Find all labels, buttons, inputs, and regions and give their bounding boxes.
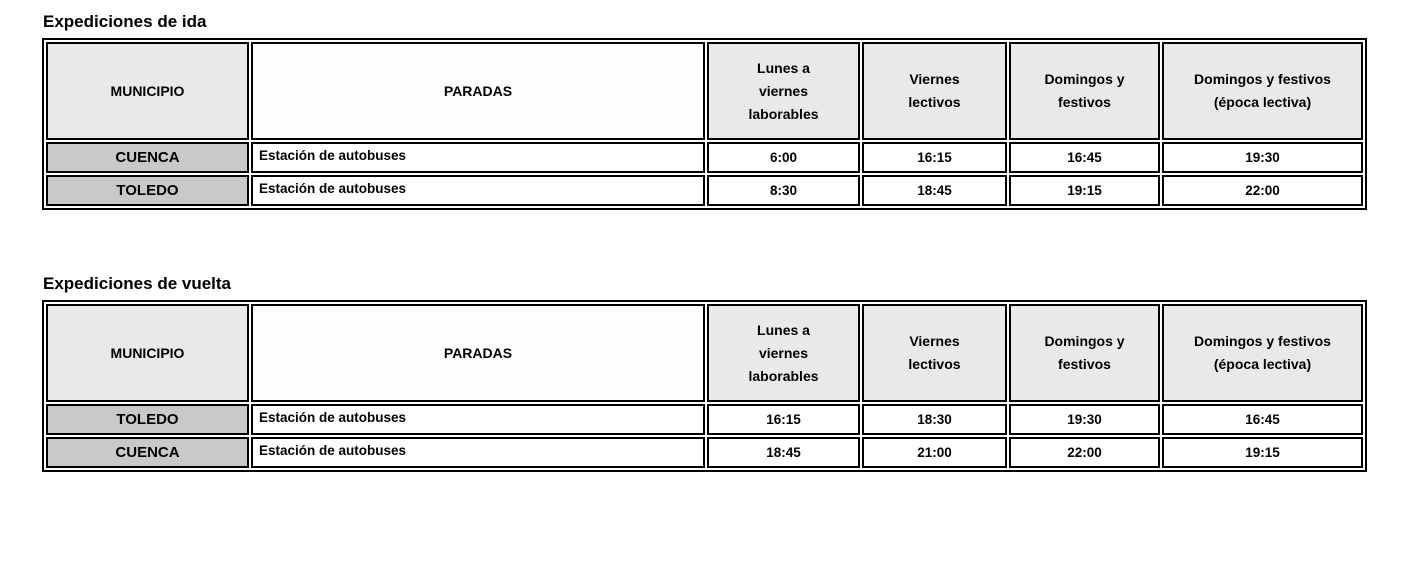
time-cell: 8:30 bbox=[707, 175, 860, 206]
column-header-domingos-festivos-epoca: Domingos y festivos (época lectiva) bbox=[1162, 304, 1363, 402]
time-cell: 16:15 bbox=[707, 404, 860, 435]
time-cell: 19:30 bbox=[1009, 404, 1160, 435]
column-header-domingos-festivos-epoca: Domingos y festivos (época lectiva) bbox=[1162, 42, 1363, 140]
vuelta-timetable: MUNICIPIO PARADAS Lunes a viernes labora… bbox=[42, 300, 1367, 472]
time-cell: 6:00 bbox=[707, 142, 860, 173]
column-header-domingos-festivos: Domingos y festivos bbox=[1009, 42, 1160, 140]
column-header-viernes-lectivos: Viernes lectivos bbox=[862, 42, 1007, 140]
column-header-municipio: MUNICIPIO bbox=[46, 304, 249, 402]
table-row: CUENCA Estación de autobuses 6:00 16:15 … bbox=[46, 142, 1363, 173]
parada-cell: Estación de autobuses bbox=[251, 404, 705, 435]
time-cell: 19:30 bbox=[1162, 142, 1363, 173]
column-header-domingos-festivos: Domingos y festivos bbox=[1009, 304, 1160, 402]
parada-cell: Estación de autobuses bbox=[251, 175, 705, 206]
vuelta-section: Expediciones de vuelta MUNICIPIO PARADAS… bbox=[42, 274, 1414, 472]
column-header-paradas: PARADAS bbox=[251, 42, 705, 140]
time-cell: 19:15 bbox=[1009, 175, 1160, 206]
municipio-cell: TOLEDO bbox=[46, 175, 249, 206]
ida-header-row: MUNICIPIO PARADAS Lunes a viernes labora… bbox=[46, 42, 1363, 140]
time-cell: 18:45 bbox=[707, 437, 860, 468]
ida-section: Expediciones de ida MUNICIPIO PARADAS Lu… bbox=[42, 12, 1414, 210]
vuelta-header-row: MUNICIPIO PARADAS Lunes a viernes labora… bbox=[46, 304, 1363, 402]
table-row: CUENCA Estación de autobuses 18:45 21:00… bbox=[46, 437, 1363, 468]
time-cell: 16:45 bbox=[1009, 142, 1160, 173]
time-cell: 16:15 bbox=[862, 142, 1007, 173]
parada-cell: Estación de autobuses bbox=[251, 437, 705, 468]
municipio-cell: CUENCA bbox=[46, 142, 249, 173]
column-header-paradas: PARADAS bbox=[251, 304, 705, 402]
time-cell: 16:45 bbox=[1162, 404, 1363, 435]
ida-timetable: MUNICIPIO PARADAS Lunes a viernes labora… bbox=[42, 38, 1367, 210]
ida-table-title: Expediciones de ida bbox=[43, 12, 207, 31]
time-cell: 22:00 bbox=[1162, 175, 1363, 206]
column-header-viernes-lectivos: Viernes lectivos bbox=[862, 304, 1007, 402]
column-header-lunes-viernes-laborables: Lunes a viernes laborables bbox=[707, 304, 860, 402]
time-cell: 18:45 bbox=[862, 175, 1007, 206]
parada-cell: Estación de autobuses bbox=[251, 142, 705, 173]
time-cell: 22:00 bbox=[1009, 437, 1160, 468]
table-row: TOLEDO Estación de autobuses 8:30 18:45 … bbox=[46, 175, 1363, 206]
municipio-cell: CUENCA bbox=[46, 437, 249, 468]
table-row: TOLEDO Estación de autobuses 16:15 18:30… bbox=[46, 404, 1363, 435]
municipio-cell: TOLEDO bbox=[46, 404, 249, 435]
column-header-municipio: MUNICIPIO bbox=[46, 42, 249, 140]
time-cell: 21:00 bbox=[862, 437, 1007, 468]
vuelta-table-title: Expediciones de vuelta bbox=[43, 274, 232, 293]
time-cell: 19:15 bbox=[1162, 437, 1363, 468]
column-header-lunes-viernes-laborables: Lunes a viernes laborables bbox=[707, 42, 860, 140]
page-content: Expediciones de ida MUNICIPIO PARADAS Lu… bbox=[42, 12, 1414, 472]
time-cell: 18:30 bbox=[862, 404, 1007, 435]
